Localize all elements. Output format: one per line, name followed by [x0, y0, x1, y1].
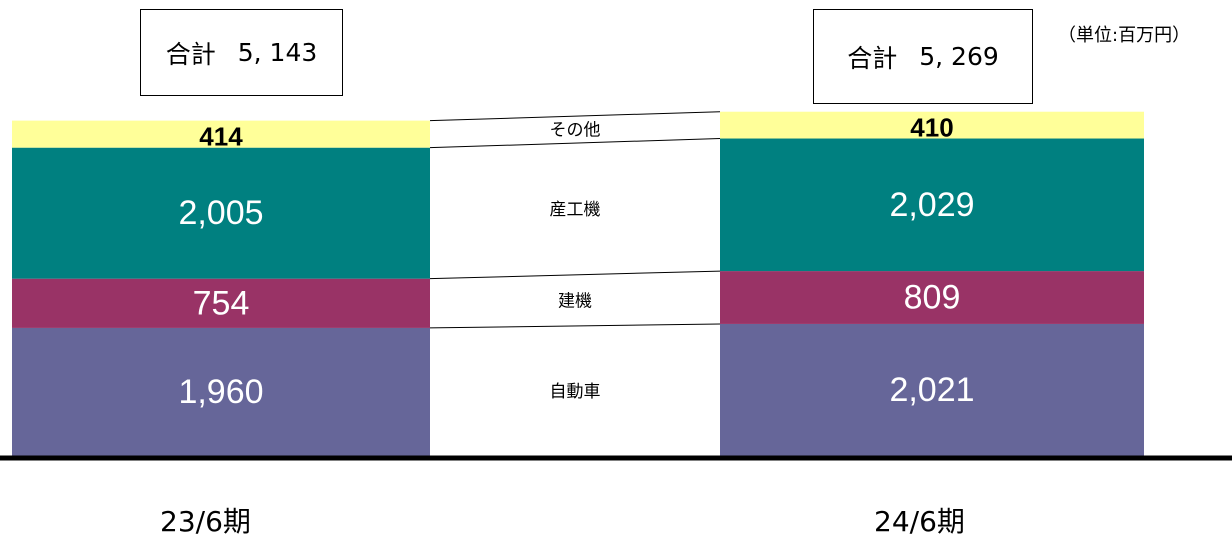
total-box-1: 合計 5, 269	[813, 9, 1033, 104]
total-value-1: 5, 269	[919, 42, 999, 71]
series-label-1: 建機	[558, 291, 592, 311]
bar-segment-1-2	[720, 138, 1144, 272]
value-label-0-2: 2,005	[178, 194, 263, 232]
bar-segment-0-0	[12, 327, 430, 456]
series-label-3: その他	[550, 121, 601, 141]
connector-line-3	[429, 138, 721, 149]
bar-segment-1-1	[720, 271, 1144, 324]
value-label-0-3: 414	[199, 122, 243, 152]
value-label-0-0: 1,960	[178, 373, 263, 411]
value-label-1-3: 410	[910, 113, 953, 143]
category-label-1: 24/6期	[874, 505, 965, 538]
connector-line-2	[429, 270, 721, 280]
bar-segment-1-0	[720, 323, 1144, 456]
connector-line-1	[429, 323, 721, 329]
connector-line-top	[429, 111, 721, 122]
bar-segment-1-3	[720, 111, 1144, 139]
value-label-0-1: 754	[193, 284, 250, 322]
total-box-0: 合計 5, 143	[140, 9, 343, 96]
value-label-1-2: 2,029	[889, 186, 974, 224]
bar-segment-0-3	[12, 120, 430, 148]
bar-segment-0-1	[12, 278, 430, 328]
total-label-1: 合計	[847, 43, 898, 73]
series-label-2: 産工機	[550, 200, 601, 220]
unit-label: （単位:百万円）	[1058, 25, 1191, 46]
value-label-1-0: 2,021	[889, 371, 974, 409]
series-label-0: 自動車	[550, 382, 601, 402]
total-label-0: 合計	[165, 39, 216, 69]
total-value-0: 5, 143	[237, 38, 318, 67]
bar-segment-0-2	[12, 147, 430, 279]
category-label-0: 23/6期	[160, 505, 251, 538]
value-label-1-1: 809	[904, 279, 961, 317]
